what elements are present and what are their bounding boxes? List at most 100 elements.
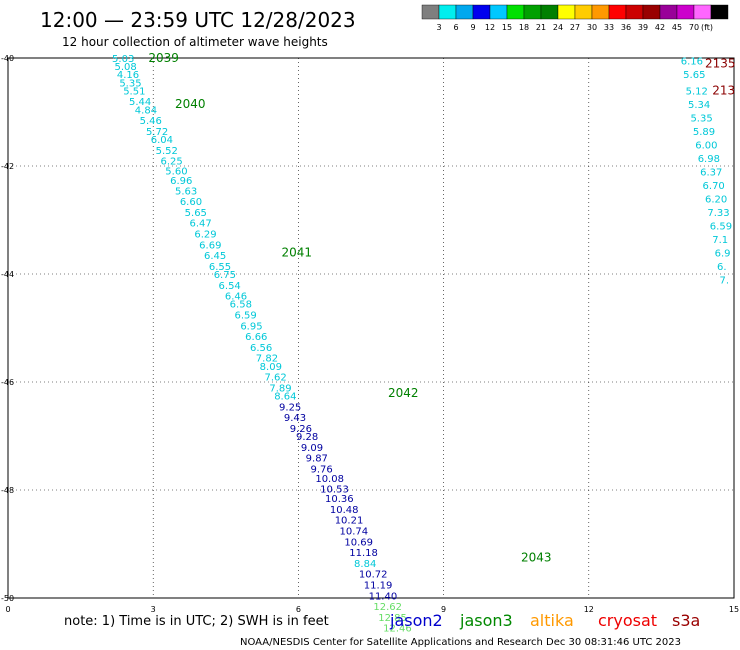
pass-label: 2039 (148, 51, 179, 65)
legend-label: 30 (587, 23, 597, 32)
legend-swatch (489, 4, 508, 20)
swh-observation: 9.43 (284, 413, 306, 424)
legend-swatch (472, 4, 491, 20)
swh-observation: 7.62 (265, 373, 287, 384)
swh-observation: 6.54 (219, 281, 241, 292)
satellite-name-cryosat: cryosat (598, 611, 657, 630)
swh-observation: 6.56 (250, 343, 272, 354)
swh-observation: 5.60 (165, 166, 187, 177)
legend-label: 36 (621, 23, 631, 32)
swh-observation: 5.46 (140, 116, 162, 127)
legend-label: 12 (485, 23, 495, 32)
swh-observation: 6.25 (160, 157, 182, 168)
legend-swatch (455, 4, 474, 20)
legend-label: 33 (604, 23, 614, 32)
legend-swatch (506, 4, 525, 20)
swh-observation: 7.1 (712, 235, 728, 246)
pass-labels: 2039 2040 2041 2042 2043 2135 213 (148, 51, 735, 565)
tick-label-lon: 9 (441, 605, 446, 614)
legend-label: 6 (453, 23, 458, 32)
swh-observation: 6.58 (230, 300, 252, 311)
pass-label: 2040 (175, 97, 206, 111)
swh-observation: 5.65 (683, 70, 705, 81)
swh-observation: 6.69 (199, 240, 221, 251)
swh-observation: 6.20 (705, 194, 727, 205)
satellite-name-altika: altika (530, 611, 574, 630)
swh-observation: 4.84 (135, 105, 157, 116)
swh-observation: 10.48 (330, 505, 359, 516)
legend-swatch (523, 4, 542, 20)
swh-observation: 5.35 (690, 113, 712, 124)
swh-observation: 5.35 (119, 78, 141, 89)
tick-label-lon: 6 (296, 605, 301, 614)
tick-label-lon: 12 (584, 605, 594, 614)
satellite-legend: jason2 jason3 altika cryosat s3a (389, 611, 700, 630)
legend-label: 18 (519, 23, 529, 32)
swh-observation: 10.53 (320, 484, 349, 495)
page-subtitle: 12 hour collection of altimeter wave hei… (62, 35, 328, 49)
tick-label-lon: 0 (5, 605, 10, 614)
tick-label-lat: -50 (1, 594, 14, 603)
swh-observation: 5.51 (123, 86, 145, 97)
swh-observation: 6.59 (235, 311, 257, 322)
swh-observation: 6.29 (194, 230, 216, 241)
legend-swatch (676, 4, 695, 20)
swh-observation: 10.08 (315, 474, 344, 485)
legend-swatch (659, 4, 678, 20)
swh-observation: 5.44 (129, 97, 151, 108)
tick-label-lon: 15 (729, 605, 739, 614)
legend-swatch (608, 4, 627, 20)
swh-observation: 6.95 (240, 321, 262, 332)
swh-observation: 6.45 (204, 251, 226, 262)
swh-observation: 5.89 (693, 127, 715, 138)
color-legend: 3 6 9 12 15 18 21 24 27 30 33 36 39 42 45 70 (ft) (421, 4, 729, 32)
swh-observation: 10.21 (335, 516, 364, 527)
swh-observation: 7.82 (256, 354, 278, 365)
satellite-name-jason3: jason3 (459, 611, 513, 630)
swh-observation: 4.16 (117, 70, 139, 81)
swh-observation: 9.25 (279, 402, 301, 413)
pass-label: 2041 (281, 245, 312, 259)
legend-swatch (557, 4, 576, 20)
swh-observation: 12.85 (378, 613, 407, 624)
swh-observation: 5.63 (175, 186, 197, 197)
swh-observation: 6. (717, 262, 727, 273)
swh-observation: 12.62 (373, 602, 402, 613)
satellite-name-jason2: jason2 (389, 611, 443, 630)
legend-label: 24 (553, 23, 563, 32)
legend-label: 39 (638, 23, 648, 32)
swh-observation: 6.96 (170, 176, 192, 187)
swh-observation: 5.03 (112, 54, 134, 65)
swh-observation: 9.09 (301, 443, 323, 454)
legend-unit: (ft) (701, 23, 713, 32)
gridlines (8, 58, 734, 598)
axis-ticks: 0 3 6 9 12 15 -40 -42 -44 -46 -48 -50 (1, 54, 739, 614)
swh-observation: 6.9 (715, 248, 731, 259)
legend-swatch (591, 4, 610, 20)
swh-observation: 9.76 (311, 464, 333, 475)
swh-observation: 9.28 (296, 432, 318, 443)
swh-observation: 5.12 (686, 86, 708, 97)
swh-observation: 8.64 (274, 392, 296, 403)
swh-observation: 6.00 (695, 140, 717, 151)
swh-observation: 9.26 (290, 424, 312, 435)
legend-swatch (421, 4, 440, 20)
swh-observation: 11.19 (364, 581, 393, 592)
swh-observation: 6.75 (214, 270, 236, 281)
swh-observation: 6.46 (225, 292, 247, 303)
page-title: 12:00 — 23:59 UTC 12/28/2023 (40, 8, 356, 32)
pass-label: 2043 (521, 551, 552, 565)
swh-observation: 6.55 (209, 262, 231, 273)
swh-observation: 7. (719, 275, 729, 286)
satellite-name-s3a: s3a (672, 611, 700, 630)
swh-observation: 10.36 (325, 494, 354, 505)
legend-label: 21 (536, 23, 546, 32)
tick-label-lon: 3 (151, 605, 156, 614)
legend-label: 45 (672, 23, 682, 32)
legend-label: 9 (470, 23, 475, 32)
swh-observation: 6.37 (700, 167, 722, 178)
swh-observation: 8.84 (354, 559, 376, 570)
tick-label-lat: -40 (1, 54, 14, 63)
swh-observation: 7.33 (707, 208, 729, 219)
